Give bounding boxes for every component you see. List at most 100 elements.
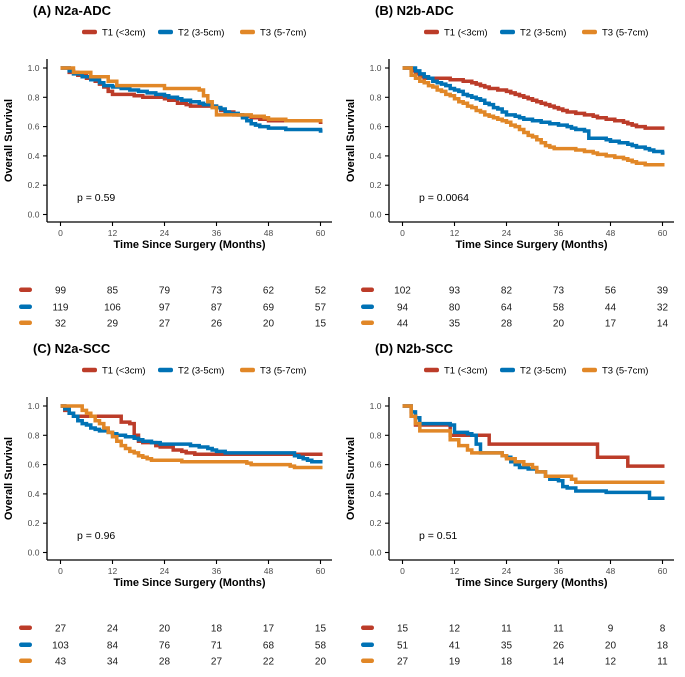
panel-a-container: (A) N2a-ADC T1 (<3cm) T2 (3-5cm) T3 (5-7cm)…: [0, 0, 342, 338]
risk-count: 73: [553, 286, 565, 297]
risk-row-swatch-t1: [19, 287, 32, 292]
risk-count: 18: [501, 657, 513, 668]
risk-count: 64: [501, 303, 513, 314]
risk-count: 22: [263, 657, 275, 668]
legend-label-t3: T3 (5-7cm): [602, 366, 648, 377]
risk-row-swatch-t2: [19, 642, 32, 647]
km-panel-d: (D) N2b-SCC T1 (<3cm) T2 (3-5cm) T3 (5-7cm)…: [345, 341, 674, 668]
y-tick-label: 0.8: [28, 92, 40, 102]
legend-label-t1: T1 (<3cm): [444, 366, 488, 377]
x-axis-title: Time Since Surgery (Months): [456, 577, 608, 589]
risk-count: 12: [605, 657, 617, 668]
x-axis-title: Time Since Surgery (Months): [456, 239, 608, 251]
risk-count: 8: [660, 624, 666, 635]
x-tick-label: 60: [658, 566, 668, 576]
legend-label-t1: T1 (<3cm): [102, 366, 146, 377]
y-tick-label: 1.0: [28, 401, 40, 411]
km-curve-t3: [402, 66, 665, 167]
y-tick-label: 0.2: [370, 518, 382, 528]
risk-count: 18: [657, 641, 669, 652]
risk-count: 27: [159, 319, 171, 330]
risk-count: 14: [657, 319, 669, 330]
km-curve-t3: [402, 404, 665, 484]
legend: T1 (<3cm) T2 (3-5cm) T3 (5-7cm): [82, 366, 306, 377]
risk-count: 58: [553, 303, 565, 314]
survival-curves: [60, 404, 323, 470]
risk-row-swatch-t3: [19, 320, 32, 325]
x-tick-label: 60: [316, 566, 326, 576]
legend-swatch-t2: [500, 29, 515, 35]
risk-row-swatch-t2: [361, 304, 374, 309]
y-tick-label: 0.6: [370, 460, 382, 470]
panel-title: (B) N2b-ADC: [375, 3, 454, 18]
axes: 0.0 0.2 0.4 0.6 0.8 1.0 0 12 24 36 48 60: [28, 397, 332, 576]
km-curve-t2: [60, 66, 323, 133]
km-panel-c: (C) N2a-SCC T1 (<3cm) T2 (3-5cm) T3 (5-7cm)…: [3, 341, 332, 668]
x-tick-label: 12: [450, 566, 460, 576]
axes: 0.0 0.2 0.4 0.6 0.8 1.0 0 12 24 36 48 60: [28, 59, 332, 238]
risk-count: 80: [449, 303, 461, 314]
panel-c-container: (C) N2a-SCC T1 (<3cm) T2 (3-5cm) T3 (5-7cm)…: [0, 338, 342, 677]
legend-swatch-t1: [82, 367, 97, 373]
panel-title: (D) N2b-SCC: [375, 341, 454, 356]
y-tick-label: 0.4: [370, 489, 382, 499]
risk-count: 85: [107, 286, 119, 297]
x-tick-label: 36: [212, 228, 222, 238]
x-tick-label: 48: [606, 228, 616, 238]
risk-count: 58: [315, 641, 327, 652]
risk-count: 73: [211, 286, 223, 297]
p-value-label: p = 0.51: [419, 530, 457, 542]
y-tick-label: 0.2: [28, 518, 40, 528]
x-tick-label: 12: [450, 228, 460, 238]
risk-count: 26: [211, 319, 223, 330]
x-tick-label: 48: [264, 228, 274, 238]
axes: 0.0 0.2 0.4 0.6 0.8 1.0 0 12 24 36 48 60: [370, 397, 674, 576]
risk-count: 32: [55, 319, 67, 330]
y-tick-label: 0.6: [28, 122, 40, 132]
y-tick-label: 0.4: [28, 151, 40, 161]
y-tick-label: 0.8: [28, 430, 40, 440]
risk-count: 99: [55, 286, 67, 297]
x-tick-label: 36: [554, 228, 564, 238]
risk-count: 119: [53, 303, 69, 314]
risk-row-swatch-t2: [361, 642, 374, 647]
risk-row-swatch-t1: [361, 287, 374, 292]
legend-swatch-t2: [158, 367, 173, 373]
panel-d-container: (D) N2b-SCC T1 (<3cm) T2 (3-5cm) T3 (5-7cm)…: [342, 338, 685, 677]
risk-count: 18: [211, 624, 223, 635]
p-value-label: p = 0.59: [77, 192, 115, 204]
risk-count: 56: [605, 286, 617, 297]
legend-label-t3: T3 (5-7cm): [260, 28, 306, 39]
km-curve-t2: [402, 404, 665, 501]
km-curve-t1: [402, 404, 665, 468]
risk-count: 20: [315, 657, 327, 668]
risk-count: 93: [449, 286, 461, 297]
legend-label-t2: T2 (3-5cm): [178, 366, 224, 377]
risk-count: 15: [397, 624, 409, 635]
legend-swatch-t3: [240, 29, 255, 35]
km-panel-b: (B) N2b-ADC T1 (<3cm) T2 (3-5cm) T3 (5-7cm)…: [345, 3, 674, 330]
risk-table: 27 24 20 18 17 15 103 84 76 71 68 58 43 34 28 27 22 20: [19, 624, 326, 668]
risk-row-swatch-t3: [361, 320, 374, 325]
risk-count: 68: [263, 641, 275, 652]
legend-swatch-t3: [240, 367, 255, 373]
risk-count: 27: [211, 657, 223, 668]
legend-swatch-t1: [424, 367, 439, 373]
y-tick-label: 0.8: [370, 430, 382, 440]
risk-count: 106: [104, 303, 121, 314]
risk-count: 52: [315, 286, 327, 297]
legend-swatch-t1: [424, 29, 439, 35]
legend-swatch-t2: [500, 367, 515, 373]
risk-count: 94: [397, 303, 409, 314]
panel-title: (C) N2a-SCC: [33, 341, 111, 356]
y-axis-title: Overall Survival: [345, 437, 357, 520]
y-tick-label: 0.2: [28, 180, 40, 190]
risk-count: 20: [605, 641, 617, 652]
x-tick-label: 24: [160, 566, 170, 576]
legend-label-t1: T1 (<3cm): [444, 28, 488, 39]
risk-count: 103: [52, 641, 69, 652]
legend-label-t2: T2 (3-5cm): [520, 28, 566, 39]
risk-count: 28: [501, 319, 513, 330]
risk-count: 97: [159, 303, 171, 314]
km-curve-t2: [60, 404, 323, 464]
